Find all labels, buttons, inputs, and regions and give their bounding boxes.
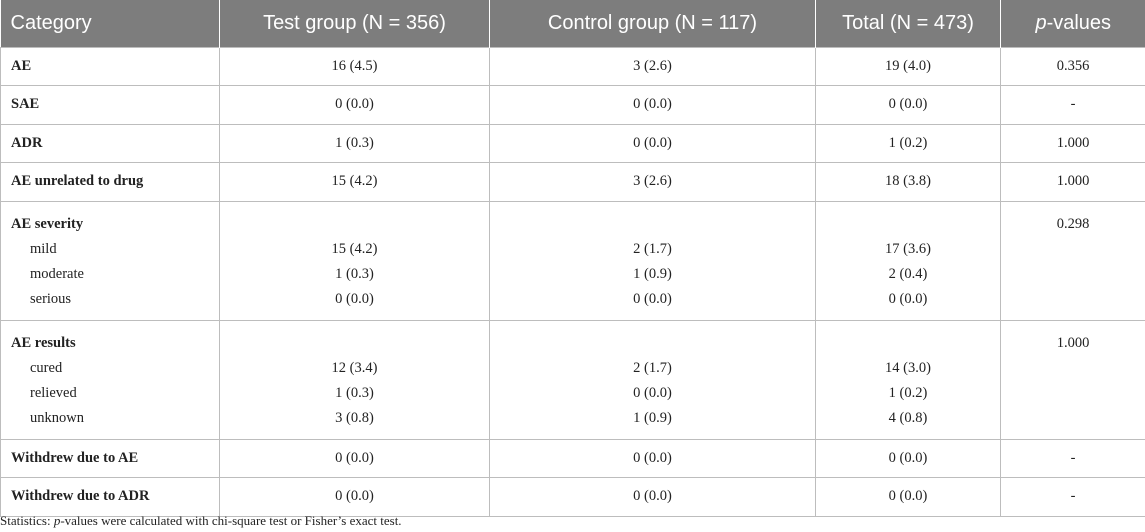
cell-p-value: 0.356 <box>1000 46 1145 86</box>
group-title: AE results <box>11 334 76 351</box>
sub-value: 0 (0.0) <box>633 384 672 401</box>
header-p-italic: p <box>1035 11 1047 34</box>
sub-value: 2 (1.7) <box>633 359 672 376</box>
cell-total: 14 (3.0) 1 (0.2) 4 (0.8) <box>815 319 1001 440</box>
row-category: Withdrew due to ADR <box>0 477 220 517</box>
cell-p-value: 1.000 <box>1000 123 1145 163</box>
sub-value: 1 (0.3) <box>335 384 374 401</box>
cell-p-value: 1.000 <box>1000 319 1145 440</box>
row-category: SAE <box>0 85 220 125</box>
sub-value: 15 (4.2) <box>331 240 378 257</box>
cell-control: 2 (1.7) 0 (0.0) 1 (0.9) <box>489 319 816 440</box>
cell-total: 18 (3.8) <box>815 162 1001 202</box>
row-category: AE <box>0 46 220 86</box>
table-row: AE 16 (4.5) 3 (2.6) 19 (4.0) 0.356 <box>0 46 1145 86</box>
cell-control: 2 (1.7) 1 (0.9) 0 (0.0) <box>489 200 816 321</box>
sub-value: 17 (3.6) <box>885 240 931 257</box>
row-category: Withdrew due to AE <box>0 438 220 478</box>
footnote-rest: -values were calculated with chi-square … <box>60 513 402 528</box>
sub-value: 2 (0.4) <box>888 265 928 282</box>
cell-p-value: 0.298 <box>1000 200 1145 321</box>
row-category: ADR <box>0 123 220 163</box>
sub-value: 1 (0.9) <box>633 409 672 426</box>
sub-label: unknown <box>30 409 84 426</box>
table-row: Withdrew due to AE 0 (0.0) 0 (0.0) 0 (0.… <box>0 438 1145 478</box>
header-control-group: Control group (N = 117) <box>489 0 816 47</box>
row-category-group: AE severity mild moderate serious <box>0 200 220 321</box>
table-header-row: Category Test group (N = 356) Control gr… <box>0 0 1145 47</box>
group-p-value: 0.298 <box>1056 215 1090 232</box>
sub-label: moderate <box>30 265 84 282</box>
table-row-ae-severity: AE severity mild moderate serious 15 (4.… <box>0 200 1145 321</box>
cell-p-value: - <box>1000 438 1145 478</box>
footnote-p-italic: p <box>53 513 61 528</box>
row-category-group: AE results cured relieved unknown <box>0 319 220 440</box>
cell-test: 15 (4.2) 1 (0.3) 0 (0.0) <box>219 200 490 321</box>
row-category: AE unrelated to drug <box>0 162 220 202</box>
cell-control: 3 (2.6) <box>489 46 816 86</box>
header-test-group: Test group (N = 356) <box>219 0 490 47</box>
cell-total: 0 (0.0) <box>815 85 1001 125</box>
cell-total: 0 (0.0) <box>815 438 1001 478</box>
sub-value: 2 (1.7) <box>633 240 672 257</box>
sub-value: 1 (0.2) <box>888 384 928 401</box>
cell-test: 1 (0.3) <box>219 123 490 163</box>
sub-value: 3 (0.8) <box>335 409 374 426</box>
group-title: AE severity <box>11 215 84 232</box>
cell-control: 0 (0.0) <box>489 477 816 517</box>
cell-p-value: - <box>1000 85 1145 125</box>
table-row: ADR 1 (0.3) 0 (0.0) 1 (0.2) 1.000 <box>0 123 1145 163</box>
cell-test: 0 (0.0) <box>219 85 490 125</box>
table-row-ae-results: AE results cured relieved unknown 12 (3.… <box>0 319 1145 440</box>
sub-value: 12 (3.4) <box>331 359 378 376</box>
sub-value: 1 (0.9) <box>633 265 672 282</box>
cell-control: 0 (0.0) <box>489 438 816 478</box>
sub-label: relieved <box>30 384 77 401</box>
sub-label: serious <box>30 290 72 307</box>
table-row: Withdrew due to ADR 0 (0.0) 0 (0.0) 0 (0… <box>0 477 1145 517</box>
sub-value: 0 (0.0) <box>335 290 374 307</box>
footnote-prefix: Statistics: <box>0 513 54 528</box>
sub-value: 4 (0.8) <box>888 409 928 426</box>
cell-test: 0 (0.0) <box>219 477 490 517</box>
cell-total: 0 (0.0) <box>815 477 1001 517</box>
cell-total: 1 (0.2) <box>815 123 1001 163</box>
cell-control: 3 (2.6) <box>489 162 816 202</box>
group-p-value: 1.000 <box>1056 334 1090 351</box>
adverse-events-table: Category Test group (N = 356) Control gr… <box>0 0 1145 517</box>
sub-value: 0 (0.0) <box>888 290 928 307</box>
header-total: Total (N = 473) <box>815 0 1001 47</box>
header-p-rest: -values <box>1046 11 1112 34</box>
sub-value: 14 (3.0) <box>885 359 931 376</box>
cell-control: 0 (0.0) <box>489 85 816 125</box>
table-row: SAE 0 (0.0) 0 (0.0) 0 (0.0) - <box>0 85 1145 125</box>
sub-label: cured <box>30 359 63 376</box>
cell-test: 15 (4.2) <box>219 162 490 202</box>
cell-p-value: - <box>1000 477 1145 517</box>
sub-value: 1 (0.3) <box>335 265 374 282</box>
table-row: AE unrelated to drug 15 (4.2) 3 (2.6) 18… <box>0 162 1145 202</box>
sub-label: mild <box>30 240 57 257</box>
cell-total: 19 (4.0) <box>815 46 1001 86</box>
cell-test: 0 (0.0) <box>219 438 490 478</box>
table-footnote: Statistics: p-values were calculated wit… <box>0 513 402 529</box>
cell-total: 17 (3.6) 2 (0.4) 0 (0.0) <box>815 200 1001 321</box>
cell-test: 12 (3.4) 1 (0.3) 3 (0.8) <box>219 319 490 440</box>
sub-value: 0 (0.0) <box>633 290 672 307</box>
header-p-values: p-values <box>1000 0 1145 47</box>
cell-p-value: 1.000 <box>1000 162 1145 202</box>
header-category: Category <box>0 0 220 47</box>
cell-test: 16 (4.5) <box>219 46 490 86</box>
cell-control: 0 (0.0) <box>489 123 816 163</box>
